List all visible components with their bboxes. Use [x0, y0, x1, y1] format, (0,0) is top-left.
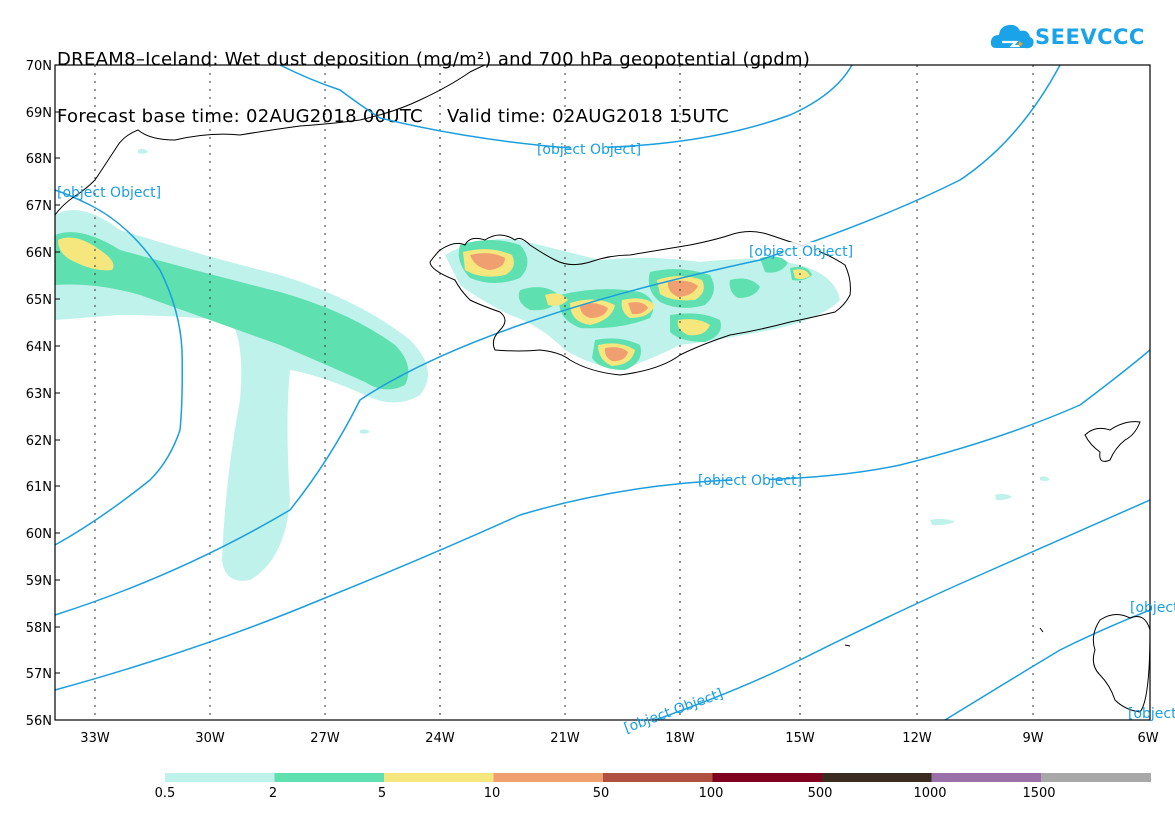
lat-label: 69N — [26, 106, 52, 121]
lat-label: 66N — [26, 246, 52, 261]
lon-label: 12W — [902, 731, 932, 746]
legend-label: 50 — [593, 786, 610, 801]
lat-label: 68N — [26, 152, 52, 167]
legend-bin — [603, 773, 713, 782]
lon-label: 30W — [195, 731, 225, 746]
legend-bin — [822, 773, 932, 782]
latitude-labels: 70N 69N 68N 67N 66N 65N 64N 63N 62N 61N … — [26, 59, 52, 729]
lon-label: 15W — [785, 731, 815, 746]
legend-label: 10 — [484, 786, 501, 801]
ticks — [55, 64, 60, 721]
contour-labels: [object Object] [object Object] [object … — [57, 141, 1175, 737]
dust-deposition-shading — [55, 148, 1050, 581]
legend-label: 100 — [699, 786, 724, 801]
legend-bin — [712, 773, 823, 782]
legend-labels: 0.5 2 5 10 50 100 500 1000 1500 — [155, 786, 1056, 801]
lat-label: 58N — [26, 621, 52, 636]
contour-label: [object Object] — [749, 244, 853, 260]
legend-label: 5 — [378, 786, 386, 801]
lat-label: 62N — [26, 434, 52, 449]
lat-label: 57N — [26, 667, 52, 682]
lat-label: 63N — [26, 387, 52, 402]
lat-label: 59N — [26, 574, 52, 589]
lon-label: 27W — [310, 731, 340, 746]
graticule — [94, 65, 1034, 720]
lat-label: 67N — [26, 199, 52, 214]
contour-label: [object Object] — [622, 686, 725, 737]
legend-bin — [931, 773, 1042, 782]
legend-bin — [1041, 773, 1151, 782]
legend-label: 2 — [269, 786, 277, 801]
map-frame — [54, 64, 1151, 721]
legend-label: 1000 — [913, 786, 946, 801]
contour-label: [object Object] — [57, 185, 161, 201]
contour-label: [object Object] — [1128, 706, 1175, 722]
lat-label: 56N — [26, 714, 52, 729]
seevccc-logo: SEEVCCC — [990, 18, 1144, 58]
lat-label: 64N — [26, 340, 52, 355]
title-line-1: DREAM8–Iceland: Wet dust deposition (mg/… — [57, 49, 811, 70]
lon-label: 6W — [1137, 731, 1158, 746]
coastlines — [54, 64, 1151, 713]
contour-label: [object Object] — [698, 473, 802, 489]
geopotential-contours — [54, 64, 1151, 721]
lat-label: 61N — [26, 480, 52, 495]
lat-label: 70N — [26, 59, 52, 74]
logo-text: SEEVCCC — [1035, 25, 1145, 49]
lat-label: 60N — [26, 527, 52, 542]
legend-bin — [384, 773, 494, 782]
cloud-icon — [990, 24, 1034, 49]
lon-label: 9W — [1022, 731, 1043, 746]
longitude-labels: 33W 30W 27W 24W 21W 18W 15W 12W 9W 6W — [80, 731, 1158, 746]
legend-label: 500 — [808, 786, 833, 801]
legend-bin — [274, 773, 385, 782]
lon-label: 24W — [425, 731, 455, 746]
contour-label: [object Object] — [1130, 600, 1175, 616]
lon-label: 33W — [80, 731, 110, 746]
contour-label: [object Object] — [537, 142, 641, 158]
lat-label: 65N — [26, 293, 52, 308]
title-line-2: Forecast base time: 02AUG2018 00UTC Vali… — [57, 106, 730, 127]
lon-label: 18W — [665, 731, 695, 746]
legend-bin — [165, 773, 275, 782]
legend-label: 0.5 — [155, 786, 176, 801]
color-legend — [165, 773, 1151, 782]
legend-bin — [493, 773, 604, 782]
lon-label: 21W — [550, 731, 580, 746]
map-title: DREAM8–Iceland: Wet dust deposition (mg/… — [57, 12, 810, 145]
legend-label: 1500 — [1022, 786, 1055, 801]
